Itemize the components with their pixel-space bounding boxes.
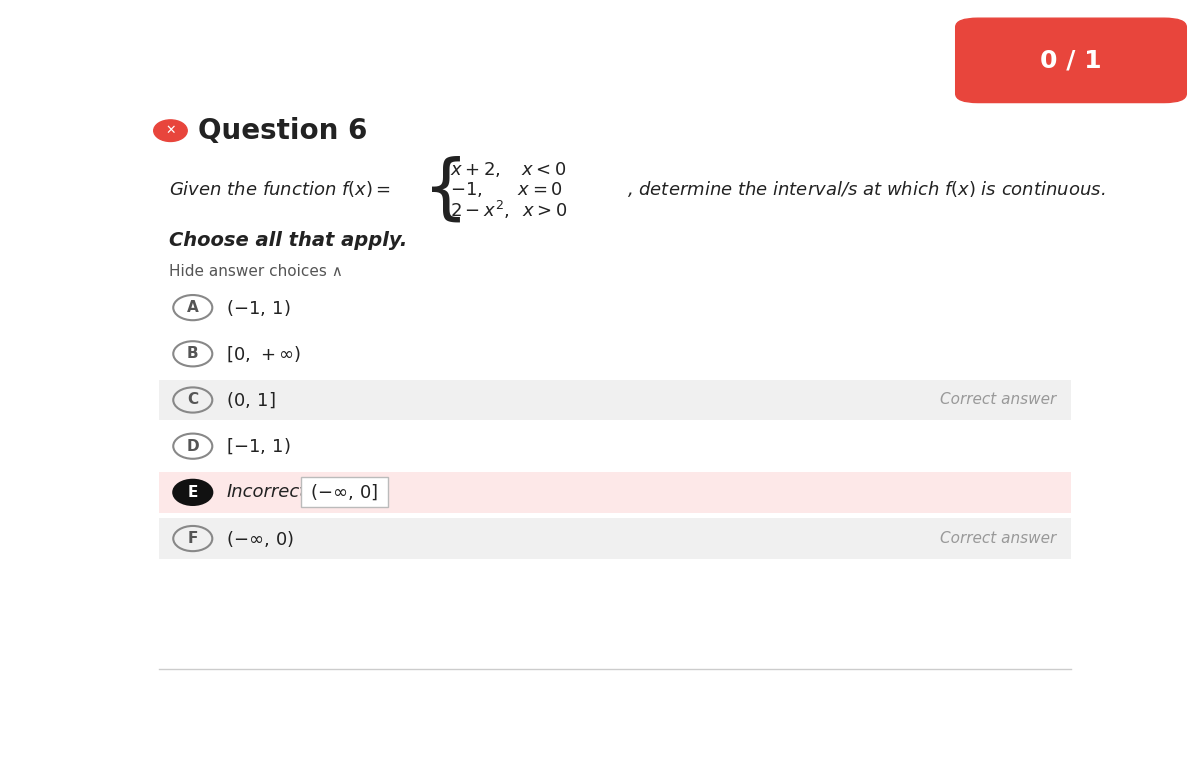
Text: A: A (187, 300, 199, 315)
Circle shape (154, 120, 187, 142)
FancyBboxPatch shape (160, 518, 1070, 559)
Text: $(-\infty,\, 0]$: $(-\infty,\, 0]$ (311, 483, 378, 502)
Text: Choose all that apply.: Choose all that apply. (168, 231, 407, 250)
Text: $[0,\, +\infty)$: $[0,\, +\infty)$ (227, 344, 301, 364)
Circle shape (173, 480, 212, 505)
Text: $(0,\, 1]$: $(0,\, 1]$ (227, 390, 276, 410)
Text: Given the function $f(x) =$: Given the function $f(x) =$ (168, 179, 390, 199)
FancyBboxPatch shape (160, 287, 1070, 328)
Text: $-1, \quad\;\;\; x = 0$: $-1, \quad\;\;\; x = 0$ (450, 180, 563, 199)
Text: $x + 2, \quad x < 0$: $x + 2, \quad x < 0$ (450, 160, 566, 178)
FancyBboxPatch shape (160, 379, 1070, 421)
Text: $(-1,\, 1)$: $(-1,\, 1)$ (227, 298, 290, 318)
Text: Correct answer: Correct answer (941, 393, 1057, 407)
Text: Incorrect:: Incorrect: (227, 483, 313, 502)
Text: Hide answer choices ∧: Hide answer choices ∧ (168, 264, 342, 279)
Text: $(-\infty,\, 0)$: $(-\infty,\, 0)$ (227, 529, 294, 548)
Text: F: F (187, 531, 198, 546)
Text: , determine the interval/s at which $f(x)$ is continuous.: , determine the interval/s at which $f(x… (628, 179, 1105, 199)
FancyBboxPatch shape (301, 478, 388, 507)
Text: $[-1,\, 1)$: $[-1,\, 1)$ (227, 436, 290, 456)
Text: $2 - x^2,\;\; x > 0$: $2 - x^2,\;\; x > 0$ (450, 199, 568, 221)
Text: C: C (187, 393, 198, 407)
FancyBboxPatch shape (160, 426, 1070, 467)
Text: Correct answer: Correct answer (941, 531, 1057, 546)
Text: $\{$: $\{$ (422, 154, 462, 224)
Text: E: E (187, 485, 198, 500)
FancyBboxPatch shape (160, 333, 1070, 374)
FancyBboxPatch shape (160, 472, 1070, 513)
FancyBboxPatch shape (955, 18, 1187, 103)
Text: 0 / 1: 0 / 1 (1040, 48, 1102, 72)
Text: B: B (187, 347, 198, 361)
Text: ✕: ✕ (166, 124, 175, 137)
Text: D: D (186, 439, 199, 453)
Text: Question 6: Question 6 (198, 117, 367, 145)
